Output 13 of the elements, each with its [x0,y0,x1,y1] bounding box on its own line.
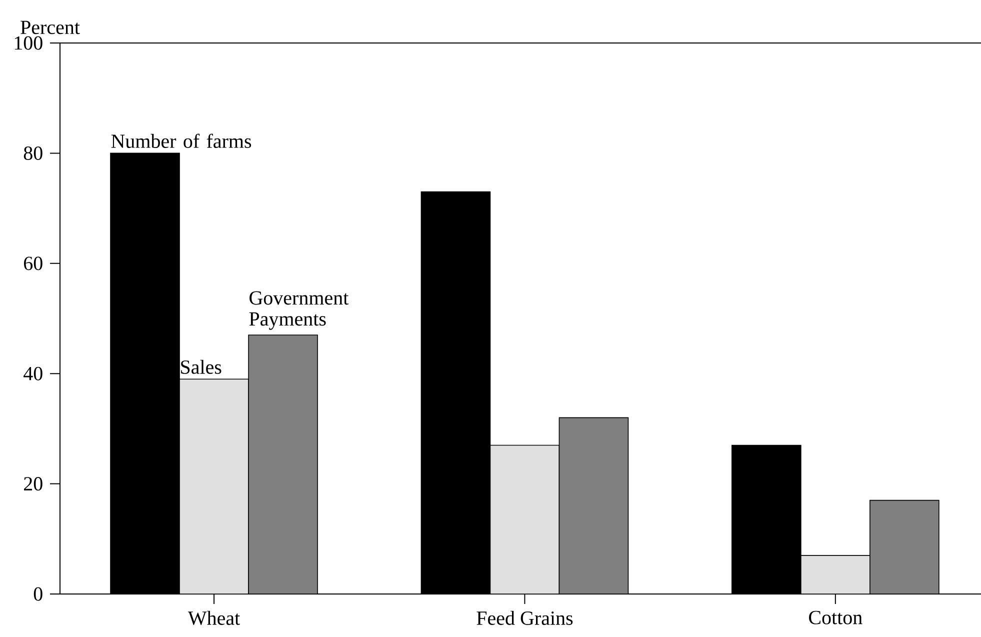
x-tick-label: Wheat [188,610,240,626]
y-axis-title: Percent [20,20,80,34]
y-tick-label: 0 [34,587,42,601]
y-tick-label: 60 [24,256,42,270]
y-tick-label: 80 [24,146,42,160]
x-tick-label: Cotton [809,610,862,624]
series-label: Sales [181,360,222,374]
x-tick-label: Feed Grains [476,610,573,625]
y-tick-label: 40 [24,366,42,380]
series-label: Number of farms [111,134,252,148]
y-tick-label: 100 [14,36,42,50]
series-label: Government Payments [249,291,349,330]
y-tick-label: 20 [24,477,42,491]
